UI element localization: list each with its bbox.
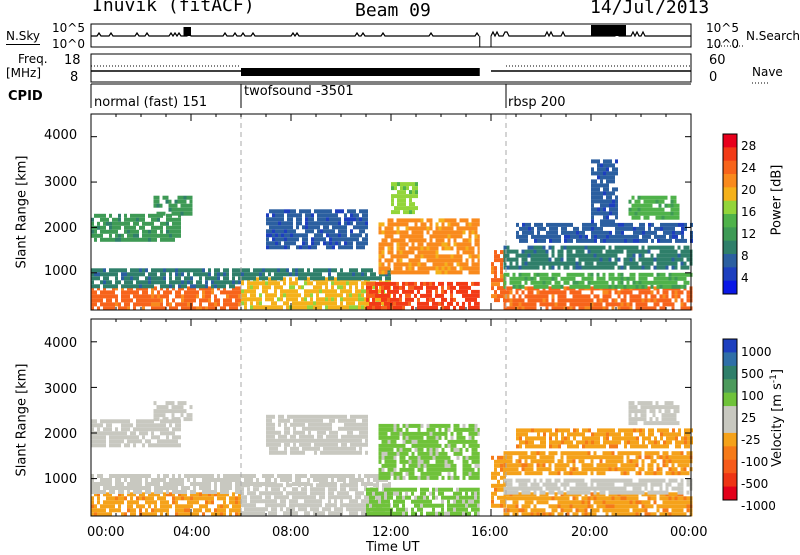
power-colorbar-swatch (723, 214, 737, 228)
power-region (629, 196, 680, 220)
velocity-colorbar-swatch (723, 393, 737, 407)
velocity-region (91, 419, 181, 447)
velocity-data-gap (480, 320, 491, 515)
power-colorbar-swatch (723, 227, 737, 241)
velocity-colorbar-swatch (723, 446, 737, 460)
velocity-region (91, 492, 241, 516)
velocity-colorbar-swatch (723, 366, 737, 380)
velocity-region (154, 401, 193, 421)
power-region (91, 286, 241, 310)
power-colorbar-swatch (723, 187, 737, 201)
power-region (391, 182, 418, 214)
power-region (266, 209, 368, 249)
nsky-spike (184, 27, 192, 36)
power-region (379, 218, 481, 274)
velocity-colorbar-swatch (723, 420, 737, 434)
power-colorbar-swatch (723, 174, 737, 188)
velocity-colorbar-swatch (723, 487, 737, 501)
power-region (504, 246, 693, 270)
velocity-region (516, 428, 693, 448)
power-colorbar-swatch (723, 241, 737, 255)
velocity-colorbar-swatch (723, 473, 737, 487)
velocity-colorbar-swatch (723, 433, 737, 447)
power-region (516, 223, 693, 243)
velocity-region (366, 488, 480, 516)
velocity-region (266, 415, 368, 455)
power-region (154, 196, 193, 216)
velocity-colorbar-swatch (723, 406, 737, 420)
nsky-spike (591, 25, 626, 36)
power-colorbar-swatch (723, 267, 737, 281)
velocity-region (504, 451, 693, 475)
power-data-gap (480, 115, 491, 309)
power-region (241, 268, 391, 280)
power-colorbar-swatch (723, 161, 737, 175)
velocity-colorbar-swatch (723, 339, 737, 353)
power-colorbar-swatch (723, 254, 737, 268)
power-region (504, 286, 693, 310)
velocity-region (379, 424, 481, 480)
power-colorbar-swatch (723, 134, 737, 148)
power-region (591, 159, 618, 223)
power-region (91, 268, 241, 288)
velocity-region (504, 479, 693, 495)
power-colorbar-swatch (723, 147, 737, 161)
velocity-colorbar-swatch (723, 379, 737, 393)
velocity-region (504, 492, 693, 516)
power-colorbar-swatch (723, 201, 737, 215)
velocity-colorbar-swatch (723, 352, 737, 366)
nsky-trace (91, 33, 479, 36)
velocity-colorbar-swatch (723, 460, 737, 474)
velocity-region (91, 474, 241, 494)
power-region (91, 214, 181, 242)
power-colorbar-swatch (723, 281, 737, 295)
freq-dense-band (241, 68, 480, 76)
velocity-region (629, 401, 680, 425)
